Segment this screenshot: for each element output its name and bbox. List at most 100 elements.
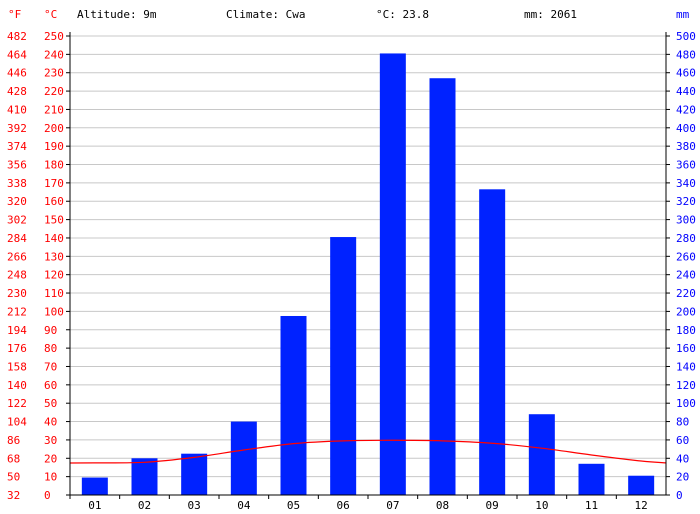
fahrenheit-tick-label: 86 [7, 434, 20, 447]
month-tick-label: 08 [436, 499, 449, 512]
precipitation-bar [429, 78, 456, 495]
celsius-ticks: 0 10 20 30 40 50 60 70 80 90 100 110 120 130 140 150 160… [44, 30, 64, 502]
mm-tick-label: 0 [676, 489, 683, 502]
mm-tick-label: 300 [676, 214, 696, 227]
fahrenheit-tick-label: 176 [7, 342, 27, 355]
mm-tick-label: 220 [676, 287, 696, 300]
precipitation-bar [81, 477, 108, 495]
month-tick-label: 11 [585, 499, 598, 512]
mm-tick-label: 240 [676, 269, 696, 282]
fahrenheit-tick-label: 338 [7, 177, 27, 190]
fahrenheit-tick-label: 302 [7, 214, 27, 227]
fahrenheit-tick-label: 428 [7, 85, 27, 98]
mm-tick-label: 100 [676, 397, 696, 410]
precipitation-bar [230, 421, 257, 495]
mm-tick-label: 180 [676, 324, 696, 337]
fahrenheit-tick-label: 212 [7, 305, 27, 318]
fahrenheit-tick-label: 410 [7, 103, 27, 116]
fahrenheit-tick-label: 374 [7, 140, 27, 153]
precipitation-bar [528, 414, 555, 495]
mm-unit-label: mm [676, 8, 690, 21]
fahrenheit-tick-label: 158 [7, 360, 27, 373]
month-tick-label: 03 [188, 499, 201, 512]
mm-tick-label: 40 [676, 452, 689, 465]
celsius-tick-label: 70 [44, 360, 57, 373]
celsius-tick-label: 210 [44, 103, 64, 116]
altitude-label: Altitude: 9m [77, 8, 157, 21]
precipitation-bar [578, 463, 605, 495]
precipitation-bar [280, 315, 307, 495]
fahrenheit-tick-label: 320 [7, 195, 27, 208]
fahrenheit-tick-label: 32 [7, 489, 20, 502]
mm-tick-label: 400 [676, 122, 696, 135]
mm-tick-label: 60 [676, 434, 689, 447]
celsius-tick-label: 20 [44, 452, 57, 465]
precipitation-bar [131, 458, 158, 495]
mm-tick-label: 260 [676, 250, 696, 263]
fahrenheit-tick-label: 248 [7, 269, 27, 282]
celsius-tick-label: 160 [44, 195, 64, 208]
mm-ticks: 0 20 40 60 80 100 120 140 160 180 200 220 240 260 280 3… [676, 30, 696, 502]
month-tick-label: 01 [88, 499, 101, 512]
celsius-tick-label: 10 [44, 471, 57, 484]
celsius-tick-label: 90 [44, 324, 57, 337]
celsius-unit-label: °C [44, 8, 57, 21]
celsius-tick-label: 60 [44, 379, 57, 392]
celsius-tick-label: 150 [44, 214, 64, 227]
fahrenheit-tick-label: 194 [7, 324, 27, 337]
mm-tick-label: 420 [676, 103, 696, 116]
celsius-tick-label: 100 [44, 305, 64, 318]
fahrenheit-tick-label: 446 [7, 67, 27, 80]
fahrenheit-tick-label: 122 [7, 397, 27, 410]
mm-tick-label: 360 [676, 159, 696, 172]
month-tick-label: 07 [386, 499, 399, 512]
mm-tick-label: 140 [676, 360, 696, 373]
celsius-tick-label: 110 [44, 287, 64, 300]
gridlines [70, 35, 666, 496]
month-tick-label: 05 [287, 499, 300, 512]
precipitation-bar [628, 475, 655, 495]
celsius-tick-label: 220 [44, 85, 64, 98]
fahrenheit-unit-label: °F [8, 8, 21, 21]
annual-precipitation-label: mm: 2061 [524, 8, 577, 21]
temperature-curve [69, 439, 667, 464]
precipitation-bar [379, 53, 406, 495]
temperature-line [69, 439, 667, 464]
fahrenheit-tick-label: 266 [7, 250, 27, 263]
mm-tick-label: 20 [676, 471, 689, 484]
mm-tick-label: 340 [676, 177, 696, 190]
mm-tick-label: 440 [676, 85, 696, 98]
climate-label: Climate: Cwa [226, 8, 305, 21]
celsius-tick-label: 0 [44, 489, 51, 502]
celsius-tick-label: 120 [44, 269, 64, 282]
celsius-tick-label: 200 [44, 122, 64, 135]
celsius-tick-label: 230 [44, 67, 64, 80]
month-tick-label: 06 [337, 499, 350, 512]
month-tick-label: 09 [486, 499, 499, 512]
mm-tick-label: 160 [676, 342, 696, 355]
celsius-tick-label: 30 [44, 434, 57, 447]
fahrenheit-tick-label: 392 [7, 122, 27, 135]
fahrenheit-tick-label: 482 [7, 30, 27, 43]
mm-tick-label: 480 [676, 48, 696, 61]
month-tick-label: 02 [138, 499, 151, 512]
celsius-tick-label: 40 [44, 416, 57, 429]
month-tick-label: 12 [635, 499, 648, 512]
axes [66, 32, 670, 499]
fahrenheit-ticks: 32 50 68 86 104 122 140 158 176 194 212 230 248 266 28… [7, 30, 27, 502]
celsius-tick-label: 80 [44, 342, 57, 355]
fahrenheit-tick-label: 284 [7, 232, 27, 245]
precipitation-bar [181, 453, 208, 495]
mm-tick-label: 380 [676, 140, 696, 153]
celsius-tick-label: 190 [44, 140, 64, 153]
chart-header: Altitude: 9m Climate: Cwa °C: 23.8 mm: 2… [8, 8, 690, 21]
celsius-tick-label: 180 [44, 159, 64, 172]
month-tick-label: 04 [237, 499, 251, 512]
mean-temperature-label: °C: 23.8 [376, 8, 429, 21]
precipitation-bars [81, 53, 655, 496]
fahrenheit-tick-label: 104 [7, 416, 27, 429]
fahrenheit-tick-label: 230 [7, 287, 27, 300]
fahrenheit-tick-label: 68 [7, 452, 20, 465]
mm-tick-label: 200 [676, 305, 696, 318]
month-tick-label: 10 [535, 499, 548, 512]
